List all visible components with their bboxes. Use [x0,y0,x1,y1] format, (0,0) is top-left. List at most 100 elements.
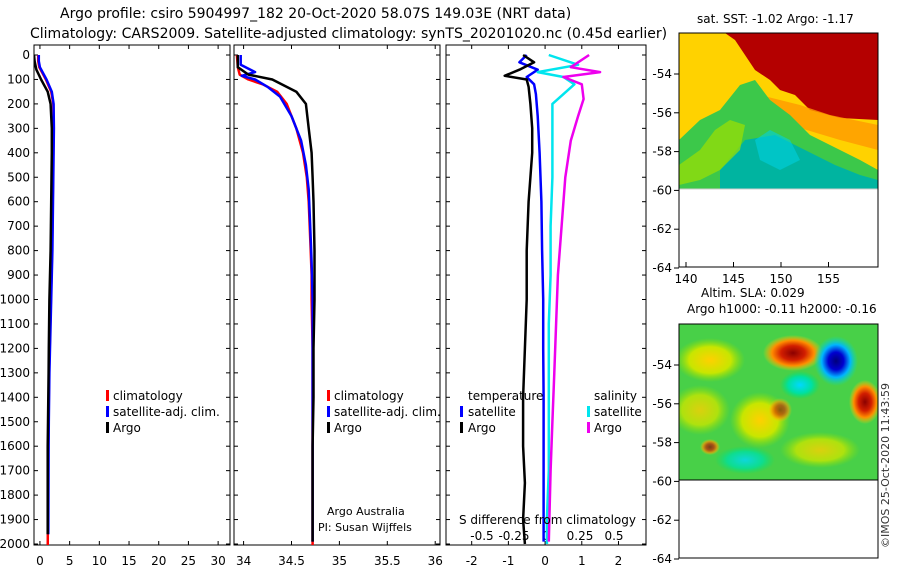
depth-tick-label: 1600 [0,439,30,453]
series-line-t-satellite [518,54,545,542]
sst-map-image [679,33,878,267]
depth-tick-label: 1700 [0,464,30,478]
depth-tick-label: 200 [7,97,30,111]
difference-x-axis: -2 -1 0 1 2 [466,45,623,568]
map-y-tick-label: -64 [652,261,672,275]
credit-argo-australia: Argo Australia [327,505,405,518]
map-y-tick-label: -54 [652,358,672,372]
legend-title-temperature: temperature [468,389,543,403]
temperature-panel-frame [33,44,231,546]
map-y-tick-label: -56 [652,397,672,411]
x-tick-label: 35.5 [374,554,401,568]
series-line-argo [34,54,54,535]
map-y-tick-label: -56 [652,106,672,120]
legend-label-t-satellite: satellite [468,405,516,419]
x-tick-label: 15 [121,554,136,568]
legend-swatch-satellite [327,406,330,417]
salinity-lines [235,54,316,545]
x-tick-label: -2 [466,554,478,568]
sla-map-y-axis: -54 -56 -58 -60 -62 -64 [652,358,679,566]
s-diff-tick-label: 0.25 [567,529,594,543]
sla-map-title-1: Altim. SLA: 0.029 [701,286,805,300]
depth-tick-label: 0 [22,48,30,62]
depth-axis: 0 100 200 300 400 500 600 700 800 900 1000 1100 1200… [0,48,646,551]
legend-label-satellite: satellite-adj. clim. [113,405,220,419]
temperature-lines [34,54,56,545]
sla-map-image [679,324,878,558]
x-tick-label: 5 [66,554,74,568]
series-line-t-argo [503,53,536,545]
temperature-x-axis: 0 5 10 15 20 25 30 [36,45,226,568]
legend-swatch-t-argo [460,422,463,433]
imos-credit: ©IMOS 25-Oct-2020 11:43:59 [879,383,892,548]
series-line-satellite-adj-clim- [239,55,314,542]
x-tick-label: 34 [236,554,251,568]
depth-tick-label: 400 [7,146,30,160]
legend-swatch-climatology [327,390,330,401]
map-y-tick-label: -60 [652,183,672,197]
legend-label-argo: Argo [113,421,141,435]
map-y-tick-label: -64 [652,552,672,566]
depth-tick-label: 1900 [0,513,30,527]
x-tick-label: 30 [210,554,225,568]
x-tick-label: 25 [181,554,196,568]
x-tick-label: 0 [541,554,549,568]
legend-label-satellite: satellite-adj. clim. [334,405,441,419]
depth-tick-label: 2000 [0,537,30,551]
map-y-tick-label: -58 [652,436,672,450]
x-tick-label: 10 [92,554,107,568]
series-line-argo [236,55,316,542]
title-line-1: Argo profile: csiro 5904997_182 20-Oct-2… [60,6,572,22]
map-y-tick-label: -62 [652,222,672,236]
map-y-tick-label: -60 [652,474,672,488]
depth-tick-label: 1100 [0,317,30,331]
map-y-tick-label: -58 [652,145,672,159]
sst-map-title: sat. SST: -1.02 Argo: -1.17 [697,12,854,26]
difference-legend: temperature salinity satellite Argo sate… [459,389,642,527]
series-line-s-argo [547,53,602,542]
map-y-tick-label: -62 [652,513,672,527]
legend-label-s-argo: Argo [594,421,622,435]
x-tick-label: 34.5 [278,554,305,568]
s-diff-tick-label: -0.25 [498,529,529,543]
legend-label-s-satellite: satellite [594,405,642,419]
title-line-2: Climatology: CARS2009. Satellite-adjuste… [30,26,668,42]
difference-x-label: S difference from climatology [459,513,636,527]
depth-tick-label: 600 [7,195,30,209]
series-line-climatology [235,54,314,545]
depth-tick-label: 700 [7,219,30,233]
depth-tick-label: 100 [7,72,30,86]
depth-tick-label: 1500 [0,415,30,429]
legend-swatch-climatology [106,390,109,401]
map-x-tick-label: 150 [770,272,793,286]
legend-swatch-satellite [106,406,109,417]
map-x-tick-label: 140 [675,272,698,286]
x-tick-label: 2 [615,554,623,568]
x-tick-label: -1 [502,554,514,568]
sst-map-x-axis: 140 145 150 155 [675,262,840,286]
x-tick-label: 36 [428,554,443,568]
difference-panel-frame [445,44,647,546]
salinity-legend: climatology satellite-adj. clim. Argo Ar… [318,389,441,534]
legend-swatch-argo [106,422,109,433]
depth-tick-label: 1200 [0,341,30,355]
depth-tick-label: 500 [7,170,30,184]
legend-label-argo: Argo [334,421,362,435]
legend-label-climatology: climatology [334,389,404,403]
depth-tick-label: 1300 [0,366,30,380]
legend-swatch-argo [327,422,330,433]
depth-tick-label: 900 [7,268,30,282]
legend-label-climatology: climatology [113,389,183,403]
credit-pi: PI: Susan Wijffels [318,521,412,534]
sst-map-frame [678,32,879,268]
map-y-tick-label: -54 [652,67,672,81]
depth-tick-label: 300 [7,121,30,135]
sla-map-frame [678,323,879,559]
map-x-tick-label: 145 [722,272,745,286]
legend-swatch-s-satellite [587,406,590,417]
depth-tick-label: 1000 [0,293,30,307]
s-diff-tick-label: 0.5 [604,529,623,543]
salinity-panel-frame [233,44,441,546]
s-diff-tick-label: -0.5 [470,529,493,543]
